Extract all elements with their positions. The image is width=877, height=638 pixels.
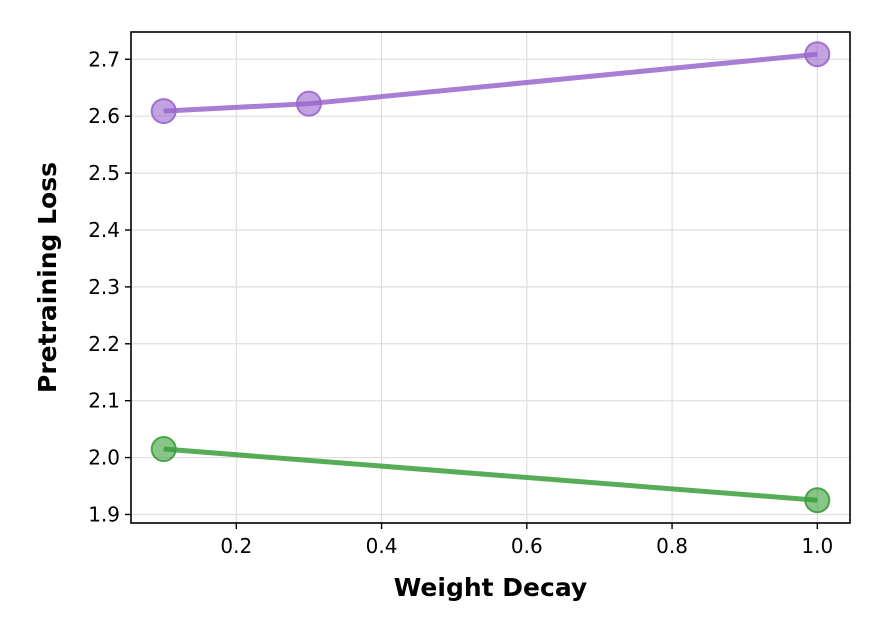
series-group (150, 41, 831, 514)
x-axis-title: Weight Decay (394, 573, 587, 602)
x-tick-label: 0.4 (366, 534, 398, 558)
x-tick-label: 1.0 (801, 534, 833, 558)
plot-area-frame (130, 31, 851, 524)
y-tick-label: 1.9 (88, 502, 120, 526)
x-axis-ticks: 0.2 0.4 0.6 0.8 1.0 (220, 523, 833, 558)
data-point (804, 487, 831, 514)
grid (131, 32, 850, 523)
y-axis-ticks: 1.9 2.0 2.1 2.2 2.3 2.4 2.5 2.6 2.7 (88, 47, 131, 526)
y-tick-label: 2.4 (88, 218, 120, 242)
series-2 (150, 436, 831, 514)
series-1 (150, 41, 831, 125)
y-axis-title: Pretraining Loss (33, 162, 62, 393)
data-point (150, 436, 177, 463)
data-point (295, 90, 322, 117)
x-tick-label: 0.2 (220, 534, 252, 558)
y-tick-label: 2.1 (88, 389, 120, 413)
x-tick-label: 0.6 (511, 534, 543, 558)
data-point (150, 98, 177, 125)
x-tick-label: 0.8 (656, 534, 688, 558)
data-point (804, 41, 831, 68)
series-line (163, 446, 818, 503)
y-tick-label: 2.5 (88, 161, 120, 185)
y-tick-label: 2.2 (88, 332, 120, 356)
y-tick-label: 2.3 (88, 275, 120, 299)
y-tick-label: 2.6 (88, 104, 120, 128)
y-tick-label: 2.0 (88, 446, 120, 470)
y-tick-label: 2.7 (88, 47, 120, 71)
